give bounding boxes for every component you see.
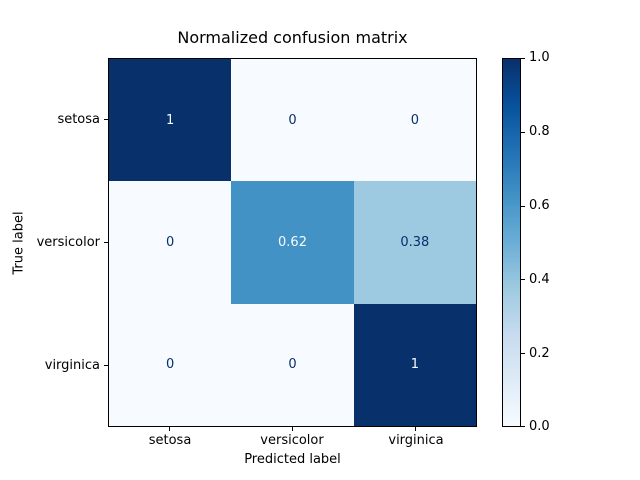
colorbar-tick-label: 0.4: [529, 272, 550, 287]
colorbar-tick-mark: [521, 279, 525, 280]
matrix-cell-r2c2: 1: [353, 303, 476, 426]
matrix-cell-r2c0: 0: [109, 303, 232, 426]
matrix-cell-r1c1: 0.62: [231, 181, 354, 304]
y-tick-label-virginica: virginica: [44, 358, 100, 373]
x-tick-label-setosa: setosa: [148, 433, 192, 448]
x-tick-label-virginica: virginica: [388, 433, 444, 448]
colorbar-tick-label: 0.6: [529, 198, 550, 213]
matrix-cell-r2c1: 0: [231, 303, 354, 426]
matrix-cell-r1c0: 0: [109, 181, 232, 304]
matrix-cell-r1c2: 0.38: [353, 181, 476, 304]
colorbar-tick-label: 0.2: [529, 346, 550, 361]
x-tick-mark: [292, 427, 293, 431]
colorbar-tick-label: 0.0: [529, 419, 550, 434]
colorbar-tick-mark: [521, 58, 525, 59]
x-tick-label-versicolor: versicolor: [260, 433, 324, 448]
colorbar-tick-mark: [521, 132, 525, 133]
colorbar-tick-label: 1.0: [529, 50, 550, 65]
y-tick-mark: [104, 365, 108, 366]
colorbar-tick-mark: [521, 426, 525, 427]
colorbar-tick-label: 0.8: [529, 124, 550, 139]
x-tick-mark: [169, 427, 170, 431]
y-tick-label-setosa: setosa: [57, 112, 100, 127]
y-tick-mark: [104, 119, 108, 120]
x-axis-label: Predicted label: [244, 452, 341, 467]
y-tick-mark: [104, 242, 108, 243]
colorbar-tick-mark: [521, 353, 525, 354]
chart-title: Normalized confusion matrix: [177, 28, 408, 47]
y-tick-label-versicolor: versicolor: [36, 235, 100, 250]
matrix-cell-r0c0: 1: [109, 59, 232, 182]
colorbar-tick-mark: [521, 206, 525, 207]
matrix-cell-r0c1: 0: [231, 59, 354, 182]
x-tick-mark: [415, 427, 416, 431]
colorbar-gradient: [502, 58, 521, 427]
heatmap-axes: 1 0 0 0 0.62 0.38 0 0 1: [108, 58, 477, 427]
matrix-cell-r0c2: 0: [353, 59, 476, 182]
